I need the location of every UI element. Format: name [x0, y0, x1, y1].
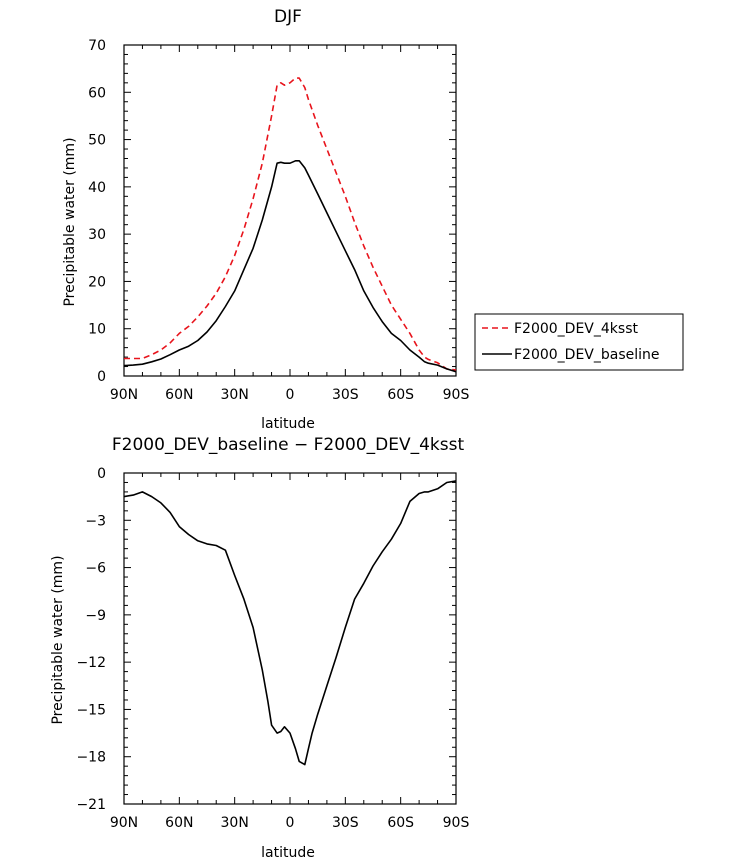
top-y-tick-label: 0: [97, 369, 106, 385]
legend-label-4ksst: F2000_DEV_4ksst: [514, 321, 638, 337]
bottom-x-tick-label: 30S: [332, 815, 359, 831]
bottom-chart-y-axis-label: Precipitable water (mm): [50, 555, 66, 724]
top-y-tick-label: 10: [88, 322, 106, 338]
top-x-tick-label: 0: [286, 387, 295, 403]
top-chart-x-axis-label: latitude: [261, 416, 315, 432]
bottom-y-tick-label: −15: [76, 702, 106, 718]
top-y-tick-label: 30: [88, 227, 106, 243]
bottom-x-tick-label: 60S: [387, 815, 414, 831]
legend-box: [474, 313, 684, 371]
bottom-y-tick-label: −21: [76, 797, 106, 813]
bottom-y-tick-label: −3: [85, 513, 106, 529]
bottom-y-tick-label: −12: [76, 655, 106, 671]
legend-label-baseline: F2000_DEV_baseline: [514, 347, 660, 363]
bottom-y-tick-label: −9: [85, 608, 106, 624]
top-series-line-0: [124, 77, 457, 371]
top-x-tick-label: 90N: [110, 387, 138, 403]
bottom-x-tick-label: 90N: [110, 815, 138, 831]
bottom-x-tick-label: 0: [286, 815, 295, 831]
bottom-y-tick-label: −18: [76, 750, 106, 766]
bottom-series-line-0: [123, 480, 457, 766]
top-y-tick-label: 50: [88, 133, 106, 149]
bottom-chart-title: F2000_DEV_baseline − F2000_DEV_4ksst: [112, 435, 465, 455]
bottom-chart-x-axis-label: latitude: [261, 845, 315, 861]
bottom-y-tick-label: 0: [97, 466, 106, 482]
top-x-tick-label: 30N: [221, 387, 249, 403]
top-x-tick-label: 90S: [443, 387, 470, 403]
top-x-tick-label: 30S: [332, 387, 359, 403]
top-chart-y-axis-label: Precipitable water (mm): [62, 137, 78, 306]
top-chart-title: DJF: [274, 7, 302, 27]
top-y-tick-label: 40: [88, 180, 106, 196]
bottom-x-tick-label: 30N: [221, 815, 249, 831]
bottom-x-tick-label: 60N: [165, 815, 193, 831]
bottom-plot-frame: [123, 472, 457, 805]
top-series-line-1: [123, 160, 457, 373]
top-y-tick-label: 60: [88, 85, 106, 101]
top-x-tick-label: 60N: [165, 387, 193, 403]
top-y-tick-label: 20: [88, 274, 106, 290]
bottom-x-tick-label: 90S: [443, 815, 470, 831]
bottom-y-tick-label: −6: [85, 561, 106, 577]
legend: F2000_DEV_4ksst F2000_DEV_baseline: [474, 313, 684, 371]
top-y-tick-label: 70: [88, 38, 106, 54]
top-x-tick-label: 60S: [387, 387, 414, 403]
